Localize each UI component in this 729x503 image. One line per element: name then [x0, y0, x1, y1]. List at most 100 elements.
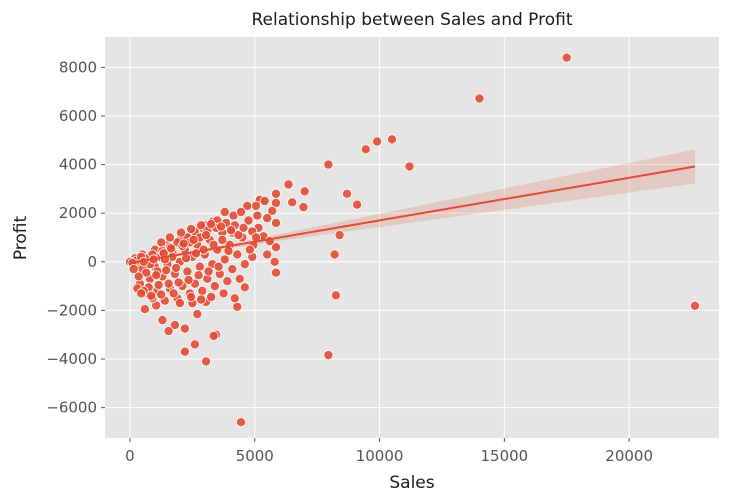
scatter-point	[222, 276, 233, 287]
scatter-point	[209, 281, 220, 292]
scatter-point	[151, 270, 162, 281]
scatter-point	[233, 230, 244, 241]
scatter-point	[238, 222, 249, 233]
scatter-point	[157, 315, 168, 326]
scatter-point	[270, 242, 281, 253]
scatter-points-layer	[125, 52, 701, 428]
scatter-point	[192, 309, 203, 320]
scatter-point	[213, 261, 224, 272]
x-axis-label: Sales	[389, 473, 434, 493]
scatter-point	[386, 134, 397, 145]
y-tick-label: 0	[87, 253, 97, 271]
scatter-point	[342, 188, 353, 199]
scatter-point	[173, 277, 184, 288]
regression-line	[129, 165, 696, 265]
scatter-point	[283, 179, 294, 190]
scatter-point	[168, 288, 179, 299]
scatter-point	[203, 266, 214, 277]
regression-line-layer	[129, 165, 696, 265]
scatter-point	[133, 271, 144, 282]
x-axis-ticks: 0 5000 10000 15000 20000	[125, 438, 653, 465]
scatter-point	[196, 294, 207, 305]
x-tick-label: 5000	[236, 447, 274, 465]
scatter-point	[174, 298, 185, 309]
scatter-point	[227, 264, 238, 275]
scatter-point	[234, 273, 245, 284]
y-tick-label: −6000	[46, 399, 97, 417]
scatter-point	[323, 350, 334, 361]
scatter-point	[156, 237, 167, 248]
scatter-point	[262, 249, 273, 260]
scatter-point	[186, 291, 197, 302]
scatter-point	[163, 278, 174, 289]
scatter-point	[171, 262, 182, 273]
scatter-point	[191, 248, 202, 259]
scatter-point	[219, 254, 230, 265]
scatter-point	[161, 265, 172, 276]
scatter-point	[252, 210, 263, 221]
scatter-point	[323, 159, 334, 170]
scatter-point	[201, 356, 212, 367]
scatter-point	[270, 217, 281, 228]
scatter-point	[206, 291, 217, 302]
scatter-point	[269, 256, 280, 267]
x-tick-label: 15000	[480, 447, 528, 465]
scatter-point	[404, 161, 415, 172]
scatter-point	[176, 227, 187, 238]
scatter-point	[232, 249, 243, 260]
scatter-point	[182, 266, 193, 277]
scatter-point	[474, 93, 485, 104]
scatter-point	[179, 323, 190, 334]
scatter-point	[183, 274, 194, 285]
scatter-point	[334, 230, 345, 241]
y-tick-label: −4000	[46, 350, 97, 368]
scatter-point	[299, 186, 310, 197]
scatter-point	[186, 223, 197, 234]
scatter-point	[270, 267, 281, 278]
y-axis-ticks: −6000 −4000 −2000 0 2000 4000 6000 8000	[46, 58, 105, 417]
scatter-point	[229, 293, 240, 304]
scatter-point	[178, 238, 189, 249]
scatter-point	[208, 330, 219, 341]
y-tick-label: 4000	[59, 156, 97, 174]
scatter-point	[561, 52, 572, 63]
y-axis-label: Profit	[11, 215, 31, 260]
scatter-point	[690, 300, 701, 311]
scatter-point	[270, 188, 281, 199]
y-tick-label: 2000	[59, 204, 97, 222]
y-tick-label: 6000	[59, 107, 97, 125]
scatter-point	[156, 289, 167, 300]
scatter-point	[329, 249, 340, 260]
scatter-point	[259, 195, 270, 206]
scatter-point	[225, 225, 236, 236]
scatter-point	[298, 202, 309, 213]
scatter-point	[352, 199, 363, 210]
scatter-point	[250, 200, 261, 211]
scatter-point	[235, 206, 246, 217]
scatter-point	[179, 346, 190, 357]
x-tick-label: 20000	[605, 447, 653, 465]
scatter-point	[217, 234, 228, 245]
scatter-point	[164, 232, 175, 243]
scatter-point	[239, 282, 250, 293]
scatter-point	[235, 417, 246, 428]
scatter-point	[267, 205, 278, 216]
scatter-point	[188, 234, 199, 245]
scatter-point	[262, 213, 273, 224]
scatter-point	[153, 279, 164, 290]
chart-title: Relationship between Sales and Profit	[251, 10, 572, 30]
scatter-point	[201, 230, 212, 241]
scatter-point	[330, 290, 341, 301]
scatter-point	[169, 319, 180, 330]
scatter-point	[218, 288, 229, 299]
scatter-point	[194, 261, 205, 272]
scatter-point	[189, 339, 200, 350]
scatter-point	[287, 197, 298, 208]
scatter-point	[372, 136, 383, 147]
scatter-point	[166, 243, 177, 254]
scatter-point	[197, 285, 208, 296]
scatter-point	[219, 206, 230, 217]
scatter-point	[136, 288, 147, 299]
x-tick-label: 10000	[356, 447, 404, 465]
